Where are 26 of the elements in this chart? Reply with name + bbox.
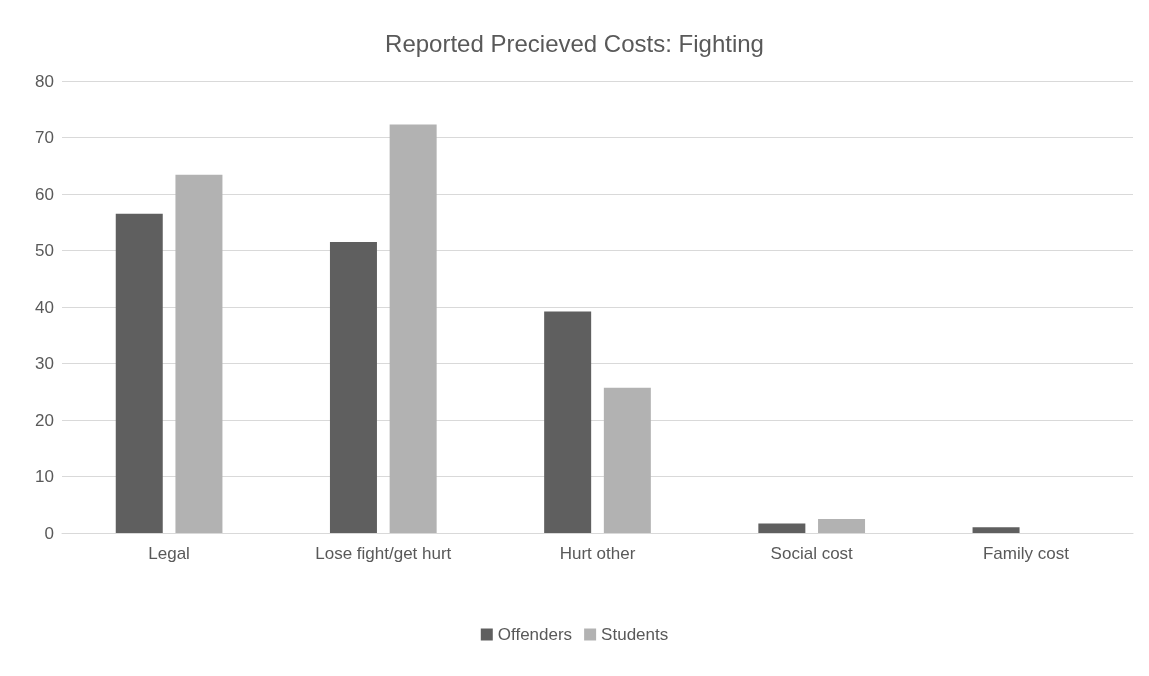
bar xyxy=(115,213,163,533)
y-tick-label: 10 xyxy=(35,467,54,486)
bar xyxy=(818,518,866,533)
bar xyxy=(603,387,651,533)
x-tick-label: Hurt other xyxy=(559,544,636,563)
x-tick-label: Lose fight/get hurt xyxy=(315,544,452,563)
y-tick-label: 30 xyxy=(35,354,54,373)
bar xyxy=(544,311,592,533)
y-tick-label: 50 xyxy=(35,241,54,260)
x-tick-label: Family cost xyxy=(982,544,1070,563)
bar xyxy=(389,124,437,533)
y-tick-label: 60 xyxy=(35,184,54,204)
bar xyxy=(329,242,377,533)
y-tick-label: 0 xyxy=(44,523,54,543)
y-tick-label: 40 xyxy=(35,297,54,317)
y-tick-label: 20 xyxy=(35,410,54,430)
bar xyxy=(175,174,223,533)
y-tick-label: 70 xyxy=(35,128,54,147)
x-tick-label: Social cost xyxy=(770,544,854,563)
chart-title: Reported Precieved Costs: Fighting xyxy=(385,29,764,57)
legend-label: Students xyxy=(601,625,669,644)
bar xyxy=(758,523,806,533)
legend-label: Offenders xyxy=(497,625,573,644)
bar xyxy=(972,527,1020,533)
y-tick-label: 80 xyxy=(35,71,54,91)
x-tick-label: Legal xyxy=(148,544,190,563)
